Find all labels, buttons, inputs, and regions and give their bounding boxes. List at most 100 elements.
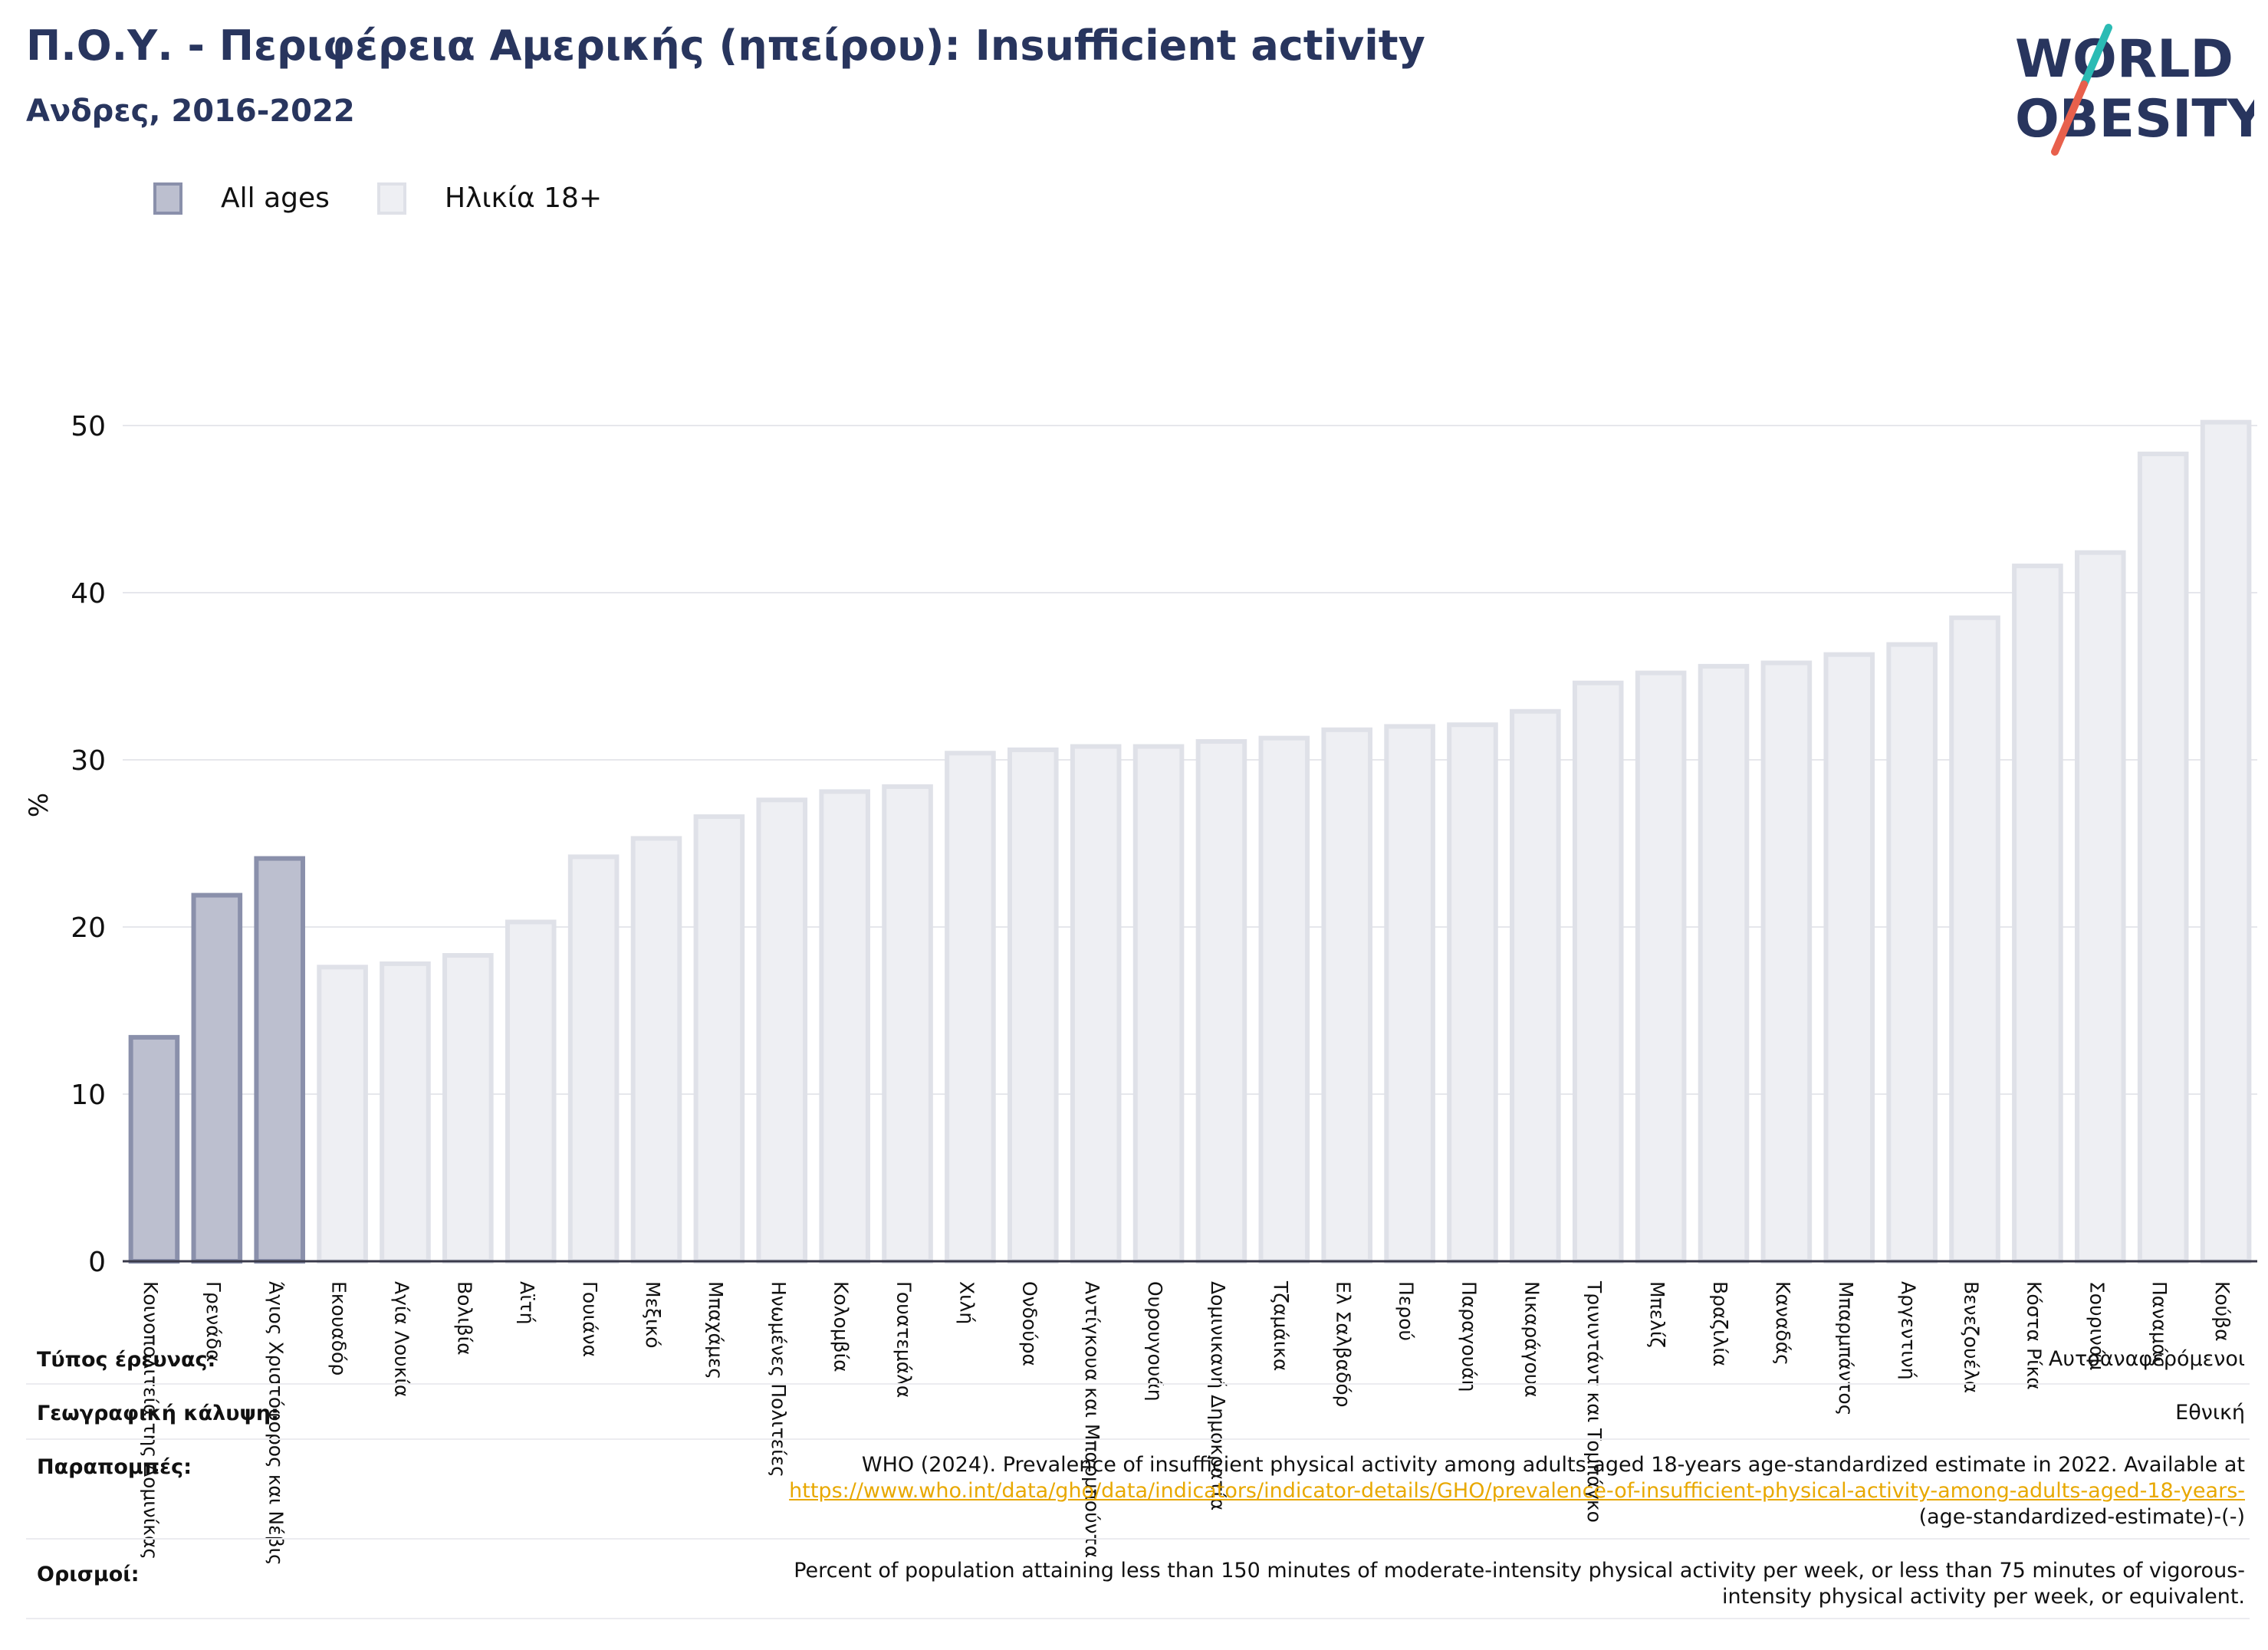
x-tick-label: Γουατεμάλα bbox=[893, 1281, 915, 1398]
meta-value: Percent of population attaining less tha… bbox=[794, 1558, 2245, 1610]
x-tick-label: Μπαχάμες bbox=[705, 1281, 727, 1379]
x-tick-label: Παναμάς bbox=[2148, 1281, 2171, 1368]
bar[interactable] bbox=[756, 797, 808, 1264]
x-tick-label: Μπελίζ bbox=[1646, 1281, 1668, 1348]
bar[interactable] bbox=[1384, 724, 1435, 1264]
x-tick-label: Μεξικό bbox=[642, 1281, 664, 1349]
x-tick-label: Κόστα Ρίκα bbox=[2023, 1281, 2045, 1390]
meta-key: Τύπος έρευνας: bbox=[37, 1348, 216, 1372]
x-tick-label: Αντίγκουα και Μπαρμπούντα bbox=[1081, 1281, 1103, 1558]
legend-swatch-all-ages bbox=[153, 182, 182, 215]
meta-value: Αυτοαναφερόμενοι bbox=[2048, 1347, 2245, 1371]
bar[interactable] bbox=[317, 965, 368, 1264]
x-tick-label: Βολιβία bbox=[453, 1281, 475, 1356]
bar[interactable] bbox=[2200, 419, 2252, 1264]
x-tick-label: Σουρινάμ bbox=[2086, 1281, 2108, 1370]
bar[interactable] bbox=[1886, 642, 1938, 1264]
bar[interactable] bbox=[442, 953, 494, 1264]
x-tick-label: Βενεζουέλα bbox=[1961, 1281, 1983, 1393]
x-tick-label: Νικαράγουα bbox=[1520, 1281, 1543, 1398]
meta-key: Γεωγραφική κάλυψη: bbox=[37, 1402, 279, 1425]
bar[interactable] bbox=[254, 856, 306, 1264]
bar[interactable] bbox=[2074, 550, 2126, 1264]
bar[interactable] bbox=[128, 1034, 180, 1264]
x-tick-label: Βραζιλία bbox=[1709, 1281, 1731, 1366]
bar[interactable] bbox=[1132, 744, 1185, 1264]
meta-row-references: Παραπομπές: WHO (2024). Prevalence of in… bbox=[26, 1440, 2250, 1540]
metadata-table: Τύπος έρευνας: Αυτοαναφερόμενοι Γεωγραφι… bbox=[26, 1328, 2250, 1619]
x-tick-label: Τρινιντάντ και Τομπάγκο bbox=[1583, 1280, 1606, 1523]
y-tick-label: 0 bbox=[88, 1247, 106, 1278]
bar[interactable] bbox=[1572, 680, 1624, 1264]
x-tick-label: Κολομβία bbox=[830, 1281, 853, 1372]
reference-text-end: (age-standardized-estimate)-(-) bbox=[1918, 1505, 2245, 1529]
meta-value: Εθνική bbox=[2175, 1401, 2245, 1425]
bar[interactable] bbox=[1195, 739, 1247, 1264]
bar[interactable] bbox=[1823, 652, 1875, 1264]
y-tick-label: 50 bbox=[71, 411, 106, 442]
bar[interactable] bbox=[1949, 615, 2000, 1264]
chart-subtitle: Ανδρες, 2016-2022 bbox=[26, 94, 355, 129]
bar[interactable] bbox=[2137, 452, 2189, 1264]
bar[interactable] bbox=[630, 836, 682, 1264]
x-tick-label: Γουιάνα bbox=[579, 1281, 601, 1357]
x-tick-label: Κοινοπολιτεία της Δομινίκας bbox=[140, 1281, 162, 1560]
bar[interactable] bbox=[1070, 744, 1122, 1264]
y-tick-label: 40 bbox=[71, 578, 106, 610]
x-tick-label: Μπαρμπάντος bbox=[1835, 1281, 1857, 1415]
bar[interactable] bbox=[882, 784, 933, 1264]
definition-line-2: intensity physical activity per week, or… bbox=[1721, 1585, 2245, 1609]
x-tick-label: Ουρουγουάη bbox=[1144, 1281, 1166, 1402]
x-tick-label: Περού bbox=[1395, 1281, 1418, 1341]
x-tick-label: Τζαμάικα bbox=[1270, 1280, 1292, 1371]
x-tick-label: Κούβα bbox=[2211, 1281, 2233, 1342]
logo-text-world: WORLD bbox=[2015, 29, 2233, 90]
x-tick-label: Χιλή bbox=[955, 1281, 978, 1324]
x-tick-label: Δομινικανή Δημοκρατία bbox=[1207, 1281, 1229, 1510]
bar[interactable] bbox=[1698, 663, 1750, 1264]
bar[interactable] bbox=[1760, 660, 1813, 1264]
x-tick-label: Αργεντινή bbox=[1898, 1281, 1920, 1380]
bar[interactable] bbox=[945, 751, 996, 1264]
meta-row-survey-type: Τύπος έρευνας: Αυτοαναφερόμενοι bbox=[26, 1328, 2250, 1385]
x-tick-label: Αϊτή bbox=[516, 1281, 538, 1324]
x-tick-label: Άγιος Χριστόφορος και Νέβις bbox=[265, 1281, 288, 1566]
y-tick-label: 10 bbox=[71, 1080, 106, 1111]
logo-accent-teal bbox=[2080, 24, 2112, 88]
bar[interactable] bbox=[567, 854, 620, 1264]
bar[interactable] bbox=[1258, 735, 1310, 1264]
bars bbox=[128, 419, 2252, 1264]
bar[interactable] bbox=[1447, 722, 1498, 1264]
x-tick-label: Γρενάδα bbox=[202, 1281, 225, 1362]
meta-row-definitions: Ορισμοί: Percent of population attaining… bbox=[26, 1540, 2250, 1619]
bar[interactable] bbox=[380, 961, 431, 1264]
reference-link[interactable]: https://www.who.int/data/gho/data/indica… bbox=[789, 1479, 2245, 1503]
y-axis-ticks: 0 10 20 30 40 50 bbox=[71, 411, 106, 1278]
x-tick-label: Αγία Λουκία bbox=[390, 1281, 413, 1397]
legend-swatch-18-plus bbox=[377, 182, 406, 215]
logo-text-obesity: OBESITY bbox=[2015, 89, 2254, 150]
bar[interactable] bbox=[505, 919, 557, 1264]
bar[interactable] bbox=[1007, 747, 1059, 1264]
x-tick-label: Παραγουάη bbox=[1458, 1281, 1480, 1392]
bar[interactable] bbox=[693, 814, 745, 1264]
definition-line-1: Percent of population attaining less tha… bbox=[794, 1559, 2245, 1583]
legend-label-all-ages: All ages bbox=[221, 182, 330, 214]
bar[interactable] bbox=[2012, 564, 2063, 1264]
bar[interactable] bbox=[1510, 708, 1561, 1264]
meta-key: Ορισμοί: bbox=[37, 1563, 140, 1586]
bar[interactable] bbox=[819, 789, 870, 1264]
x-axis-tick-labels: Κοινοπολιτεία της Δομινίκας Γρενάδα Άγιος … bbox=[140, 1280, 2233, 1566]
x-tick-label: Καναδάς bbox=[1772, 1281, 1794, 1366]
bar[interactable] bbox=[191, 892, 243, 1264]
meta-value: WHO (2024). Prevalence of insufficient p… bbox=[789, 1452, 2245, 1530]
meta-row-geo-coverage: Γεωγραφική κάλυψη: Εθνική bbox=[26, 1385, 2250, 1440]
bar[interactable] bbox=[1321, 727, 1373, 1264]
world-obesity-logo: WORLD OBESITY bbox=[2015, 24, 2254, 156]
y-tick-label: 20 bbox=[71, 912, 106, 944]
x-tick-label: Ονδούρα bbox=[1018, 1281, 1040, 1366]
bar[interactable] bbox=[1635, 670, 1687, 1264]
chart-title: Π.Ο.Υ. - Περιφέρεια Αμερικής (ηπείρου): … bbox=[26, 21, 1425, 70]
y-tick-label: 30 bbox=[71, 745, 106, 777]
